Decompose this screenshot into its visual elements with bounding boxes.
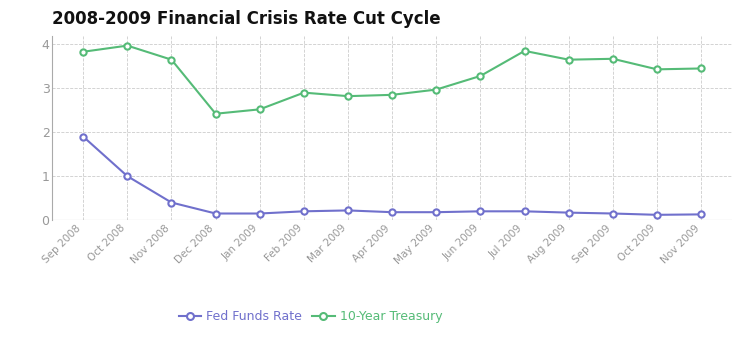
10-Year Treasury — [520, 49, 529, 53]
10-Year Treasury — [476, 74, 485, 78]
Fed Funds Rate — [78, 135, 87, 139]
Fed Funds Rate — [167, 200, 176, 204]
Line: Fed Funds Rate: Fed Funds Rate — [80, 133, 704, 218]
Fed Funds Rate — [211, 211, 220, 215]
Fed Funds Rate — [123, 174, 131, 178]
Fed Funds Rate — [255, 211, 264, 215]
Fed Funds Rate — [564, 211, 573, 215]
10-Year Treasury — [123, 43, 131, 48]
10-Year Treasury — [255, 107, 264, 111]
10-Year Treasury — [211, 111, 220, 116]
Fed Funds Rate — [520, 209, 529, 213]
10-Year Treasury — [300, 91, 309, 95]
10-Year Treasury — [608, 57, 617, 61]
10-Year Treasury — [653, 67, 662, 71]
Line: 10-Year Treasury: 10-Year Treasury — [80, 43, 704, 117]
10-Year Treasury — [697, 66, 706, 71]
Fed Funds Rate — [608, 211, 617, 215]
10-Year Treasury — [78, 50, 87, 54]
Fed Funds Rate — [653, 213, 662, 217]
Legend: Fed Funds Rate, 10-Year Treasury: Fed Funds Rate, 10-Year Treasury — [174, 305, 447, 328]
Text: 2008-2009 Financial Crisis Rate Cut Cycle: 2008-2009 Financial Crisis Rate Cut Cycl… — [52, 10, 441, 28]
10-Year Treasury — [167, 58, 176, 62]
Fed Funds Rate — [344, 208, 353, 213]
Fed Funds Rate — [697, 212, 706, 217]
10-Year Treasury — [432, 87, 441, 92]
10-Year Treasury — [564, 58, 573, 62]
Fed Funds Rate — [476, 209, 485, 213]
10-Year Treasury — [388, 93, 397, 97]
Fed Funds Rate — [432, 210, 441, 214]
10-Year Treasury — [344, 94, 353, 98]
Fed Funds Rate — [300, 209, 309, 213]
Fed Funds Rate — [388, 210, 397, 214]
